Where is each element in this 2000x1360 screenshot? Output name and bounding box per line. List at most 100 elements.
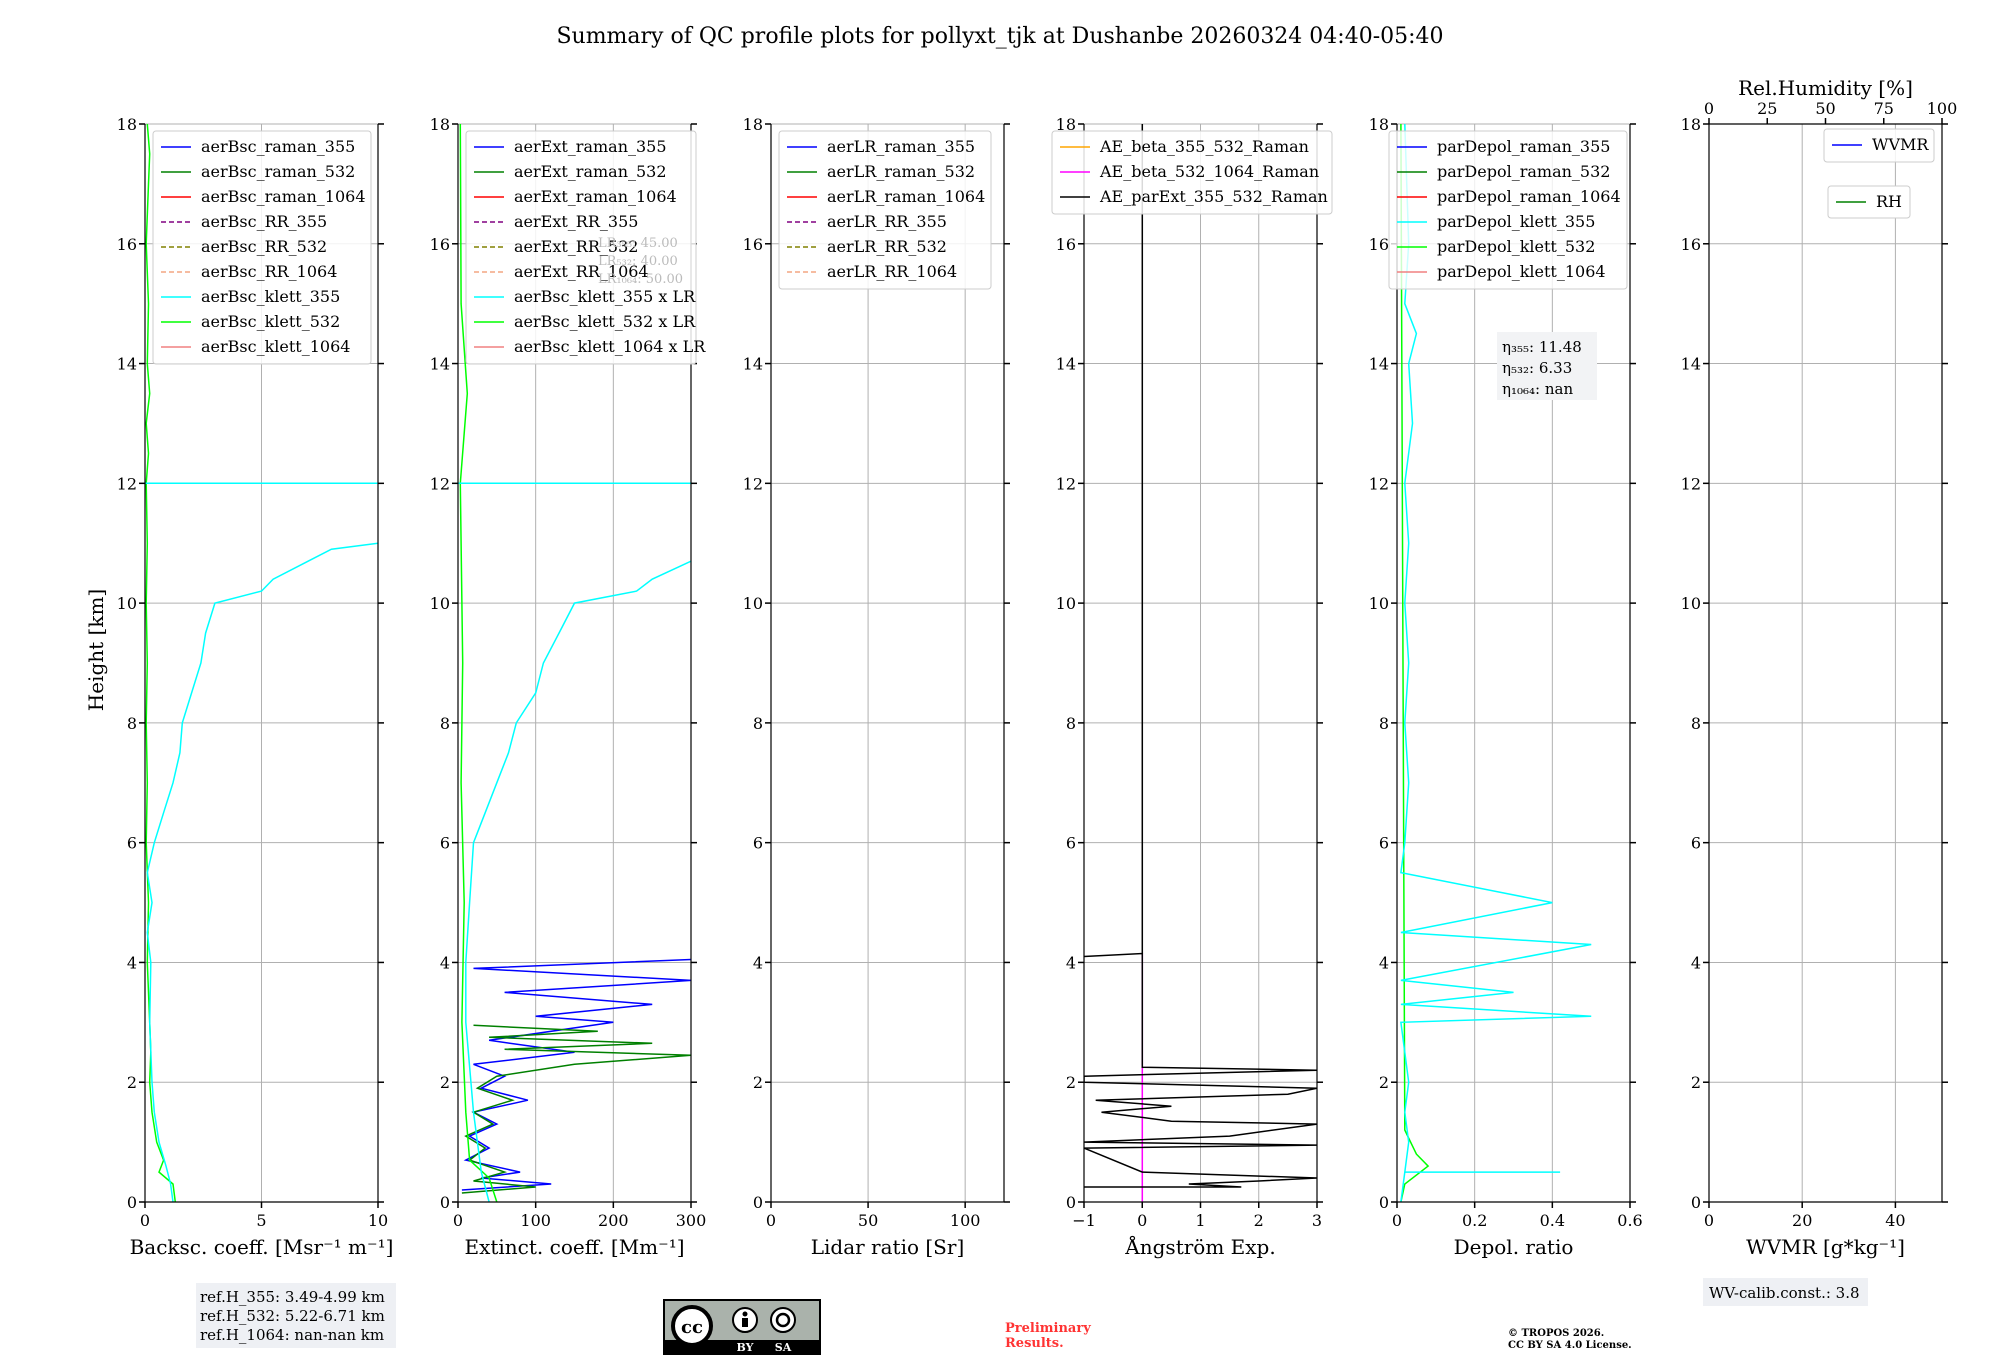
legend-box <box>465 130 697 365</box>
legend-box <box>778 130 992 290</box>
legend-entry: aerLR_RR_355 <box>827 212 947 231</box>
y-tick-label: 12 <box>1056 474 1076 493</box>
legend-entry: parDepol_klett_355 <box>1437 212 1595 231</box>
y-tick-label: 0 <box>753 1193 763 1212</box>
y-tick-label: 18 <box>1369 115 1389 134</box>
y-tick-label: 2 <box>127 1073 137 1092</box>
y-tick-label: 18 <box>1056 115 1076 134</box>
top-x-tick-label: 100 <box>1927 99 1958 118</box>
x-tick-label: 100 <box>950 1211 981 1230</box>
panel-2: 0 2 4 6 8 10 12 14 16 18 0 100 200 300 Extinct. coeff.… <box>430 115 707 1259</box>
y-tick-label: 0 <box>127 1193 137 1212</box>
y-tick-label: 0 <box>1691 1193 1701 1212</box>
legend-box <box>1051 130 1333 215</box>
series-group <box>458 124 691 1202</box>
x-tick-label: 50 <box>858 1211 878 1230</box>
legend-entry: AE_parExt_355_532_Raman <box>1099 187 1328 206</box>
y-tick-label: 10 <box>117 594 137 613</box>
legend-entry: parDepol_klett_1064 <box>1437 262 1606 281</box>
legend-entry: aerBsc_klett_355 <box>201 287 340 306</box>
legend-box <box>1388 130 1628 290</box>
y-tick-label: 2 <box>1379 1073 1389 1092</box>
series-aerBsc_klett_355 <box>146 542 378 1202</box>
ref-height-1064: ref.H_1064: nan-nan km <box>200 1326 384 1344</box>
x-tick-label: 0.6 <box>1617 1211 1642 1230</box>
y-tick-label: 8 <box>1379 714 1389 733</box>
preliminary-label-1: Preliminary <box>1005 1321 1091 1336</box>
x-axis-label: WVMR [g*kg⁻¹] <box>1746 1235 1905 1259</box>
legend: WVMR RH <box>1823 128 1935 219</box>
x-tick-label: 20 <box>1792 1211 1812 1230</box>
y-tick-label: 18 <box>117 115 137 134</box>
x-axis-label: Depol. ratio <box>1454 1235 1574 1259</box>
y-tick-label: 0 <box>1066 1193 1076 1212</box>
y-tick-label: 14 <box>117 355 137 374</box>
y-tick-label: 16 <box>1681 235 1701 254</box>
panel-3: 0 2 4 6 8 10 12 14 16 18 0 50 100 Lidar ratio [Sr] aer… <box>743 115 1010 1259</box>
legend-entry: aerBsc_raman_532 <box>201 162 355 181</box>
legend-box <box>1823 128 1935 163</box>
series-group <box>1084 124 1317 1202</box>
legend-entry: aerExt_RR_532 <box>514 237 638 256</box>
series-aerBsc_klett_532 <box>145 124 177 1202</box>
legend-entry: aerBsc_klett_1064 <box>201 337 350 356</box>
profile-panels: 0 2 4 6 8 10 12 14 16 18 0 5 10 Backsc. coeff. [Msr⁻¹… <box>117 76 1958 1259</box>
x-tick-label: 0 <box>1392 1211 1402 1230</box>
x-tick-label: 5 <box>256 1211 266 1230</box>
y-tick-label: 16 <box>1369 235 1389 254</box>
x-tick-label: 2 <box>1254 1211 1264 1230</box>
lidar-ratio-text: LR₃₅₅: 45.00 <box>598 236 678 251</box>
y-tick-label: 12 <box>430 474 450 493</box>
eta-text: η₃₅₅: 11.48 <box>1502 338 1582 356</box>
x-tick-label: 200 <box>598 1211 629 1230</box>
y-tick-label: 6 <box>127 834 137 853</box>
legend-entry: aerBsc_raman_355 <box>201 137 355 156</box>
y-tick-label: 16 <box>1056 235 1076 254</box>
y-tick-label: 0 <box>1379 1193 1389 1212</box>
legend-entry: parDepol_raman_1064 <box>1437 187 1621 206</box>
y-tick-label: 4 <box>753 953 763 972</box>
y-tick-label: 14 <box>1681 355 1701 374</box>
series-group <box>1400 124 1592 1202</box>
series-aerExt_raman_532 <box>461 1024 691 1194</box>
y-tick-label: 10 <box>1369 594 1389 613</box>
y-tick-label: 2 <box>753 1073 763 1092</box>
y-tick-label: 16 <box>117 235 137 254</box>
legend-entry: aerLR_raman_1064 <box>827 187 985 206</box>
legend-entry: aerBsc_klett_355 x LR <box>514 287 696 306</box>
series-aerBsc_klett_532 x LR <box>459 124 498 1202</box>
legend-entry: aerExt_raman_532 <box>514 162 667 181</box>
legend-entry: parDepol_raman_532 <box>1437 162 1610 181</box>
series-parDepol_klett_532 <box>1400 124 1430 1202</box>
legend-entry: AE_beta_355_532_Raman <box>1099 137 1309 156</box>
series-parDepol_klett_355 <box>1400 124 1592 1202</box>
legend-entry: aerBsc_klett_532 <box>201 312 340 331</box>
y-tick-label: 16 <box>430 235 450 254</box>
y-tick-label: 10 <box>743 594 763 613</box>
y-tick-label: 6 <box>1379 834 1389 853</box>
eta-box: η₃₅₅: 11.48 η₅₃₂: 6.33 η₁₀₆₄: nan <box>1497 332 1597 400</box>
x-tick-label: 100 <box>520 1211 551 1230</box>
y-tick-label: 2 <box>440 1073 450 1092</box>
x-axis-label: Backsc. coeff. [Msr⁻¹ m⁻¹] <box>130 1235 394 1259</box>
copyright-line-2: CC BY SA 4.0 License. <box>1508 1340 1632 1351</box>
eta-text: η₁₀₆₄: nan <box>1502 380 1573 398</box>
legend: parDepol_raman_355 parDepol_raman_532 parD… <box>1388 130 1628 290</box>
y-tick-label: 0 <box>440 1193 450 1212</box>
legend-entry: aerLR_RR_1064 <box>827 262 957 281</box>
x-tick-label: 300 <box>676 1211 707 1230</box>
legend-entry: aerExt_raman_1064 <box>514 187 677 206</box>
x-tick-label: −1 <box>1072 1211 1096 1230</box>
x-tick-label: 0 <box>140 1211 150 1230</box>
y-tick-label: 8 <box>1691 714 1701 733</box>
x-axis-label: Extinct. coeff. [Mm⁻¹] <box>464 1235 684 1259</box>
y-tick-label: 12 <box>1681 474 1701 493</box>
panel-1: 0 2 4 6 8 10 12 14 16 18 0 5 10 Backsc. coeff. [Msr⁻¹… <box>117 115 394 1259</box>
legend-entry: aerBsc_RR_1064 <box>201 262 337 281</box>
y-tick-label: 12 <box>117 474 137 493</box>
y-tick-label: 4 <box>1379 953 1389 972</box>
legend-entry: aerBsc_klett_1064 x LR <box>514 337 706 356</box>
x-tick-label: 3 <box>1312 1211 1322 1230</box>
legend-entry: parDepol_klett_532 <box>1437 237 1595 256</box>
legend-entry: aerExt_RR_1064 <box>514 262 649 281</box>
